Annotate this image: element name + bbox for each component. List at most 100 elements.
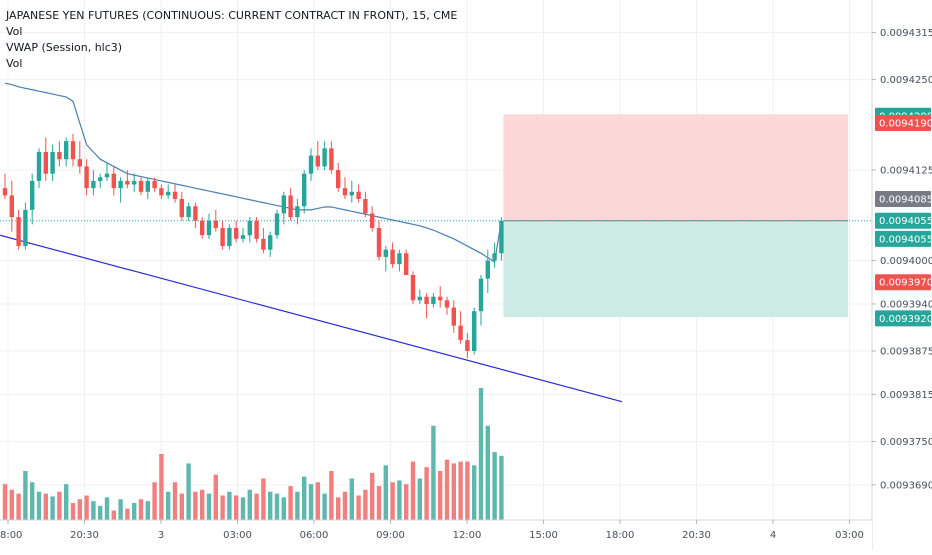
candle-body: [200, 220, 205, 236]
time-tick-label: 06:00: [300, 530, 329, 541]
candle-body: [234, 227, 239, 239]
candle-body: [43, 151, 48, 174]
candle: [329, 141, 334, 174]
candle: [342, 177, 348, 200]
volume-bar: [295, 491, 300, 520]
vwap-layer: [4, 82, 502, 263]
position-layer[interactable]: [0, 114, 872, 317]
candle-body: [492, 253, 497, 261]
candle: [444, 296, 450, 315]
trend-layer[interactable]: [0, 234, 623, 403]
candle: [417, 289, 422, 304]
volume-bar: [268, 491, 273, 520]
volume-bar: [492, 452, 497, 520]
candle: [302, 170, 307, 214]
candle: [322, 141, 327, 171]
price-tag-label: 0.0094055: [879, 234, 932, 245]
candle: [159, 184, 164, 200]
candle-body: [138, 180, 144, 192]
time-tick-label: 15:00: [529, 530, 558, 541]
candle-body: [16, 217, 21, 247]
candle-body: [247, 220, 252, 236]
volume-bar: [234, 495, 239, 520]
price-tag-label: 0.0094190: [879, 119, 932, 130]
candle-body: [179, 199, 184, 218]
candle-body: [268, 235, 273, 250]
candle-body: [390, 249, 395, 265]
volume-bar: [70, 503, 76, 520]
candle: [458, 311, 463, 344]
candle: [404, 249, 409, 275]
candle-body: [240, 235, 246, 239]
volume-bar: [499, 455, 504, 520]
candle-body: [9, 195, 14, 218]
volume-bar: [240, 497, 246, 520]
candle-body: [104, 173, 110, 178]
candle-body: [254, 220, 259, 239]
volume-bar: [451, 463, 456, 520]
trendline[interactable]: [0, 234, 623, 403]
volume-bar: [172, 482, 178, 520]
candle-body: [159, 188, 164, 196]
price-tick-label: 0.0093940: [880, 299, 932, 310]
candle: [438, 285, 443, 308]
position-risk-zone[interactable]: [503, 114, 848, 221]
price-tag-label: 0.0093970: [879, 278, 932, 289]
position-reward-zone[interactable]: [503, 220, 848, 317]
candle: [50, 144, 55, 181]
candle-body: [336, 170, 341, 189]
volume-bar: [302, 476, 307, 520]
candle: [138, 177, 144, 196]
volume-bar: [281, 497, 286, 520]
candle: [64, 137, 69, 167]
candle: [499, 217, 504, 261]
candle-body: [322, 148, 327, 167]
candle: [397, 249, 402, 272]
candle: [410, 271, 416, 304]
volume-bar: [336, 497, 341, 520]
price-tag-label: 0.0094055: [879, 216, 932, 227]
volume-bar: [424, 467, 429, 520]
candle-body: [2, 188, 8, 196]
volume-bar: [356, 495, 361, 520]
candle: [308, 148, 314, 181]
price-tag-label: 0.0094085: [879, 195, 932, 206]
candle: [125, 170, 130, 189]
candle: [91, 170, 96, 196]
candle-body: [23, 209, 28, 247]
candle: [492, 242, 497, 268]
candle-body: [118, 180, 123, 189]
volume-bar: [322, 493, 327, 520]
volume-bar: [145, 501, 150, 520]
candle: [57, 141, 62, 167]
candle: [30, 173, 35, 225]
candle-body: [261, 238, 266, 250]
volume-bar: [363, 489, 368, 520]
time-axis-bg: [0, 520, 872, 550]
candle-body: [77, 159, 82, 167]
candle-body: [329, 148, 334, 171]
price-tick-label: 0.0094250: [880, 75, 932, 86]
candle-body: [166, 191, 171, 196]
candle: [206, 213, 212, 239]
candle: [424, 293, 429, 319]
candle: [118, 177, 123, 203]
volume-bar: [458, 461, 463, 520]
candle-body: [451, 307, 456, 326]
candle-body: [424, 296, 429, 304]
candle-body: [64, 141, 69, 160]
time-tick-label: 18:00: [606, 530, 635, 541]
volume-bar: [329, 470, 334, 520]
volume-bar: [91, 501, 96, 520]
volume-bar: [431, 425, 436, 520]
volume-bar: [77, 499, 82, 520]
candle-body: [431, 296, 436, 304]
candle-body: [281, 195, 286, 214]
candle: [288, 188, 293, 221]
volume-bar: [16, 493, 21, 520]
candle: [132, 173, 137, 192]
candle: [268, 231, 273, 257]
candle-body: [172, 191, 178, 200]
